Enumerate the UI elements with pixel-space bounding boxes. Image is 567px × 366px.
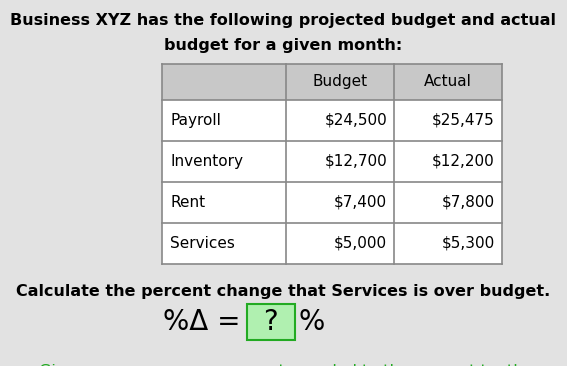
Text: Calculate the percent change that Services is over budget.: Calculate the percent change that Servic… [16,284,551,299]
Text: $7,400: $7,400 [334,195,387,209]
FancyBboxPatch shape [247,304,295,340]
Bar [162,64,502,100]
Text: budget for a given month:: budget for a given month: [164,38,403,53]
Text: ?: ? [263,308,278,336]
Text: $7,800: $7,800 [442,195,495,209]
Text: %Δ =: %Δ = [163,308,249,336]
Text: $12,700: $12,700 [324,154,387,168]
Text: Budget: Budget [312,74,368,89]
Text: Give your answer as a percent rounded to the nearest tenth.: Give your answer as a percent rounded to… [39,364,528,366]
Bar [162,64,502,264]
Text: Payroll: Payroll [170,113,221,127]
Text: Actual: Actual [424,74,472,89]
Text: %: % [299,308,325,336]
Text: $25,475: $25,475 [432,113,495,127]
Text: Services: Services [170,236,235,250]
Text: $24,500: $24,500 [324,113,387,127]
Text: Business XYZ has the following projected budget and actual: Business XYZ has the following projected… [11,13,556,28]
Text: $5,000: $5,000 [334,236,387,250]
Text: Inventory: Inventory [170,154,243,168]
Text: Rent: Rent [170,195,205,209]
Text: $5,300: $5,300 [442,236,495,250]
Text: $12,200: $12,200 [432,154,495,168]
